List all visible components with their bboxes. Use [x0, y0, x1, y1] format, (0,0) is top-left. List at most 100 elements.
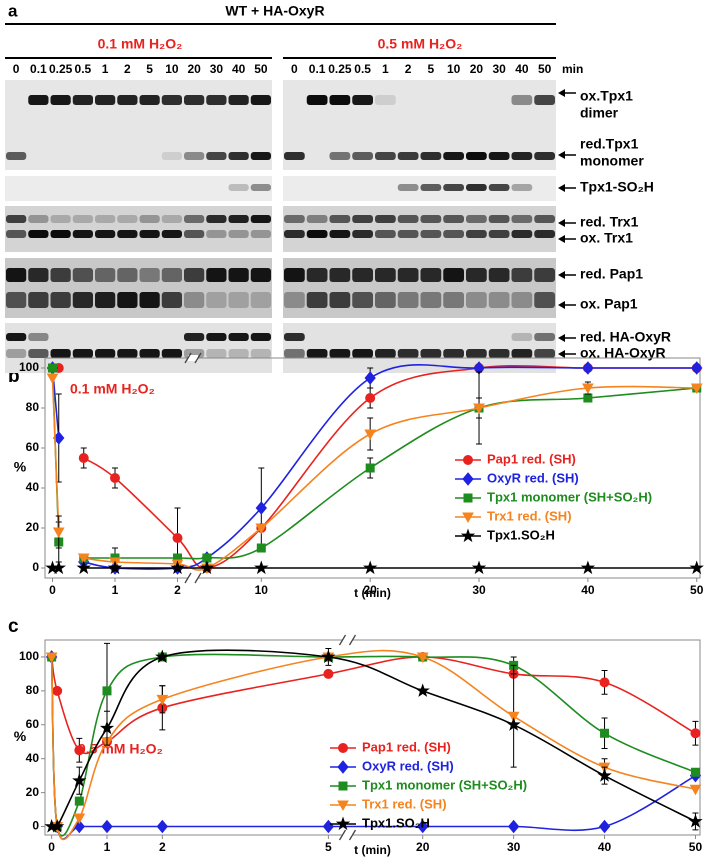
axis-break: [348, 829, 357, 841]
marker: [600, 728, 610, 738]
band: [352, 292, 373, 308]
marker: [155, 649, 170, 664]
band: [329, 292, 351, 308]
x-axis-label: t (min): [354, 586, 391, 600]
lane-label: 0.5: [75, 62, 92, 76]
band: [420, 184, 442, 191]
band: [50, 215, 71, 223]
marker: [74, 796, 84, 806]
band: [95, 349, 116, 358]
band-label: ox. Pap1: [580, 296, 638, 312]
band: [72, 230, 93, 238]
lane-label: 0: [291, 62, 298, 76]
band: [488, 349, 510, 358]
marker: [690, 767, 700, 777]
y-tick-label: 60: [26, 717, 40, 731]
band: [352, 215, 373, 223]
marker: [338, 743, 348, 753]
band: [420, 215, 442, 223]
band: [352, 349, 373, 358]
marker: [582, 383, 594, 395]
marker: [507, 819, 520, 834]
legend-label: OxyR red. (SH): [362, 758, 454, 773]
band: [184, 215, 205, 223]
band: [511, 152, 533, 160]
band-arrowhead: [558, 301, 565, 309]
band: [206, 152, 227, 160]
band: [511, 215, 533, 223]
lane-label: 5: [428, 62, 435, 76]
band: [184, 333, 205, 341]
y-tick-label: 80: [26, 683, 40, 697]
band: [352, 95, 373, 105]
band: [206, 215, 227, 223]
band: [228, 184, 249, 191]
band: [443, 268, 464, 282]
band: [228, 215, 249, 223]
marker: [255, 501, 267, 515]
marker: [50, 818, 65, 833]
marker: [101, 819, 113, 834]
marker: [460, 528, 476, 543]
marker: [365, 463, 375, 473]
band: [6, 333, 27, 341]
band: [161, 95, 182, 105]
marker: [52, 685, 63, 696]
band: [250, 333, 271, 341]
band: [488, 230, 510, 238]
marker: [337, 760, 349, 774]
band: [511, 184, 533, 191]
x-tick-label: 20: [416, 840, 430, 854]
marker: [77, 553, 90, 565]
band-label: monomer: [580, 153, 644, 169]
marker: [110, 473, 120, 483]
band: [250, 152, 271, 160]
band: [375, 215, 396, 223]
band: [117, 215, 138, 223]
series-line: [50, 653, 696, 837]
band: [184, 292, 205, 308]
band: [28, 268, 49, 282]
band: [284, 292, 305, 308]
band: [95, 230, 116, 238]
y-tick-label: 40: [26, 480, 40, 494]
band: [161, 268, 182, 282]
axis-break: [184, 572, 192, 584]
band: [511, 349, 533, 358]
band-label: red.Tpx1: [580, 136, 639, 152]
marker: [463, 455, 473, 465]
lane-label: 5: [146, 62, 153, 76]
band: [466, 152, 487, 160]
marker: [690, 728, 701, 739]
series-line: [50, 649, 696, 831]
marker: [337, 800, 349, 812]
x-tick-label: 1: [104, 840, 111, 854]
marker: [202, 553, 212, 563]
band: [306, 215, 328, 223]
band: [329, 268, 351, 282]
band: [329, 152, 351, 160]
lane-label: 0.25: [49, 62, 73, 76]
band: [206, 349, 227, 358]
marker: [172, 533, 183, 543]
band: [117, 230, 138, 238]
band: [250, 184, 271, 191]
band: [161, 349, 182, 358]
series-line: [50, 649, 696, 841]
marker: [363, 560, 378, 575]
marker: [580, 560, 596, 575]
y-tick-label: 20: [26, 785, 40, 799]
x-tick-label: 40: [581, 583, 595, 597]
marker: [256, 543, 266, 553]
band: [397, 349, 419, 358]
band: [250, 215, 271, 223]
band: [420, 268, 442, 282]
x-tick-label: 1: [112, 583, 119, 597]
band: [488, 292, 510, 308]
axis-break-gap: [188, 575, 198, 581]
band: [443, 349, 464, 358]
x-tick-label: 30: [472, 583, 486, 597]
blot: [5, 80, 272, 170]
band: [534, 95, 555, 105]
